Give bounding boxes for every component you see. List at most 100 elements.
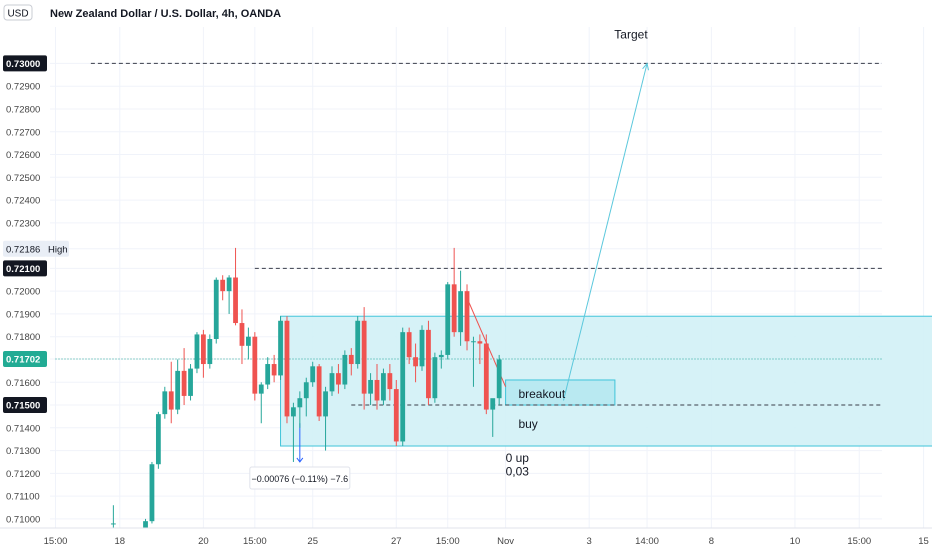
candle[interactable] [393, 379, 399, 447]
candle-body [323, 391, 328, 417]
candle[interactable] [323, 386, 328, 451]
candle[interactable] [432, 352, 438, 403]
candle[interactable] [348, 348, 354, 376]
candle[interactable] [194, 332, 200, 374]
candle-body [458, 291, 463, 333]
candle[interactable] [342, 350, 348, 390]
candle-body [149, 464, 155, 522]
time-axis[interactable]: 15:00 18 20 15:00 25 27 15:00 Nov 3 14:00 8 10 15:00… [0, 527, 932, 550]
candle[interactable] [361, 307, 367, 410]
price-badge-label: 0.71500 [6, 401, 40, 412]
candle-body [464, 291, 470, 342]
candle[interactable] [284, 316, 290, 424]
candle[interactable] [246, 327, 251, 360]
candle[interactable] [291, 402, 296, 462]
target-trend-line [562, 63, 648, 401]
currency-badge[interactable] [3, 4, 33, 21]
candle[interactable] [207, 334, 213, 369]
candle[interactable] [426, 320, 431, 406]
candle[interactable] [496, 354, 502, 406]
candle[interactable] [188, 364, 193, 401]
candle[interactable] [400, 327, 406, 447]
candle-body [432, 357, 438, 399]
price-tick-label: 0.71000 [6, 514, 40, 525]
time-tick-label: 20 [198, 536, 209, 547]
candle-body [451, 284, 457, 333]
candle[interactable] [368, 373, 373, 406]
candle[interactable] [406, 327, 412, 365]
candle-body [477, 341, 483, 344]
candle[interactable] [310, 361, 316, 387]
annotations: Target breakout buy 0 up0,03 −0.00076 (−0.11… [249, 27, 648, 490]
candle[interactable] [252, 332, 258, 401]
candle[interactable] [490, 398, 496, 437]
time-tick-label: 25 [307, 536, 318, 547]
candle[interactable] [213, 277, 219, 344]
candle[interactable] [258, 382, 264, 424]
price-tick-label: 0.72300 [6, 218, 40, 229]
candle-body [271, 364, 277, 376]
price-tick-label: 0.72900 [6, 82, 40, 93]
candle[interactable] [336, 364, 341, 394]
currency-badge-label: USD [7, 9, 28, 20]
annotation-text: 0,03 [506, 465, 530, 479]
price-tick-label: 0.71800 [6, 332, 40, 343]
candle[interactable] [445, 282, 451, 360]
price-badge [3, 240, 47, 257]
candle[interactable] [316, 364, 322, 421]
candle-body [278, 320, 283, 376]
candle[interactable] [413, 343, 418, 383]
candle[interactable] [297, 391, 303, 428]
candle-body [252, 336, 258, 394]
candle[interactable] [162, 386, 168, 419]
candle[interactable] [471, 336, 476, 387]
candle[interactable] [265, 357, 271, 390]
candle[interactable] [451, 247, 457, 337]
candle[interactable] [278, 316, 283, 380]
candle[interactable] [381, 368, 386, 406]
time-tick-label: 18 [115, 536, 126, 547]
candle-body [400, 332, 406, 442]
price-axis[interactable]: 0.72900 0.72800 0.72700 0.72600 0.72500 0.724… [0, 0, 69, 550]
candle[interactable] [458, 270, 463, 346]
price-tick-label: 0.72600 [6, 150, 40, 161]
candle[interactable] [200, 329, 206, 378]
candle[interactable] [175, 359, 181, 415]
candles[interactable] [110, 247, 502, 538]
candle-body [483, 343, 489, 410]
candle-body [438, 354, 444, 358]
price-tick-label: 0.72000 [6, 287, 40, 298]
candle[interactable] [155, 411, 161, 469]
candle[interactable] [438, 350, 444, 369]
candle[interactable] [387, 364, 393, 401]
candle[interactable] [477, 334, 483, 365]
annotation-text: breakout [518, 387, 565, 401]
symbol-title: New Zealand Dollar / U.S. Dollar, 4h, OA… [50, 8, 281, 20]
candle[interactable] [239, 309, 245, 365]
candle[interactable] [220, 275, 226, 301]
candle-body [381, 373, 386, 401]
candle[interactable] [464, 284, 470, 351]
price-badge [3, 351, 47, 368]
candle[interactable] [168, 361, 174, 424]
candle[interactable] [181, 348, 187, 406]
grid [0, 27, 925, 528]
candle[interactable] [483, 334, 489, 415]
candle[interactable] [419, 325, 425, 371]
candle[interactable] [271, 354, 277, 383]
candle[interactable] [149, 461, 155, 524]
candle[interactable] [355, 316, 361, 369]
candle-body [471, 341, 476, 343]
candle-body [329, 373, 335, 392]
candle[interactable] [226, 275, 232, 314]
time-tick-label: Nov [497, 536, 514, 547]
candle[interactable] [303, 377, 309, 417]
candle-body [284, 320, 290, 417]
annotation-text: buy [518, 417, 537, 431]
candle[interactable] [233, 247, 238, 326]
candle[interactable] [374, 364, 380, 410]
candle[interactable] [329, 366, 335, 396]
candle-body [188, 368, 193, 396]
